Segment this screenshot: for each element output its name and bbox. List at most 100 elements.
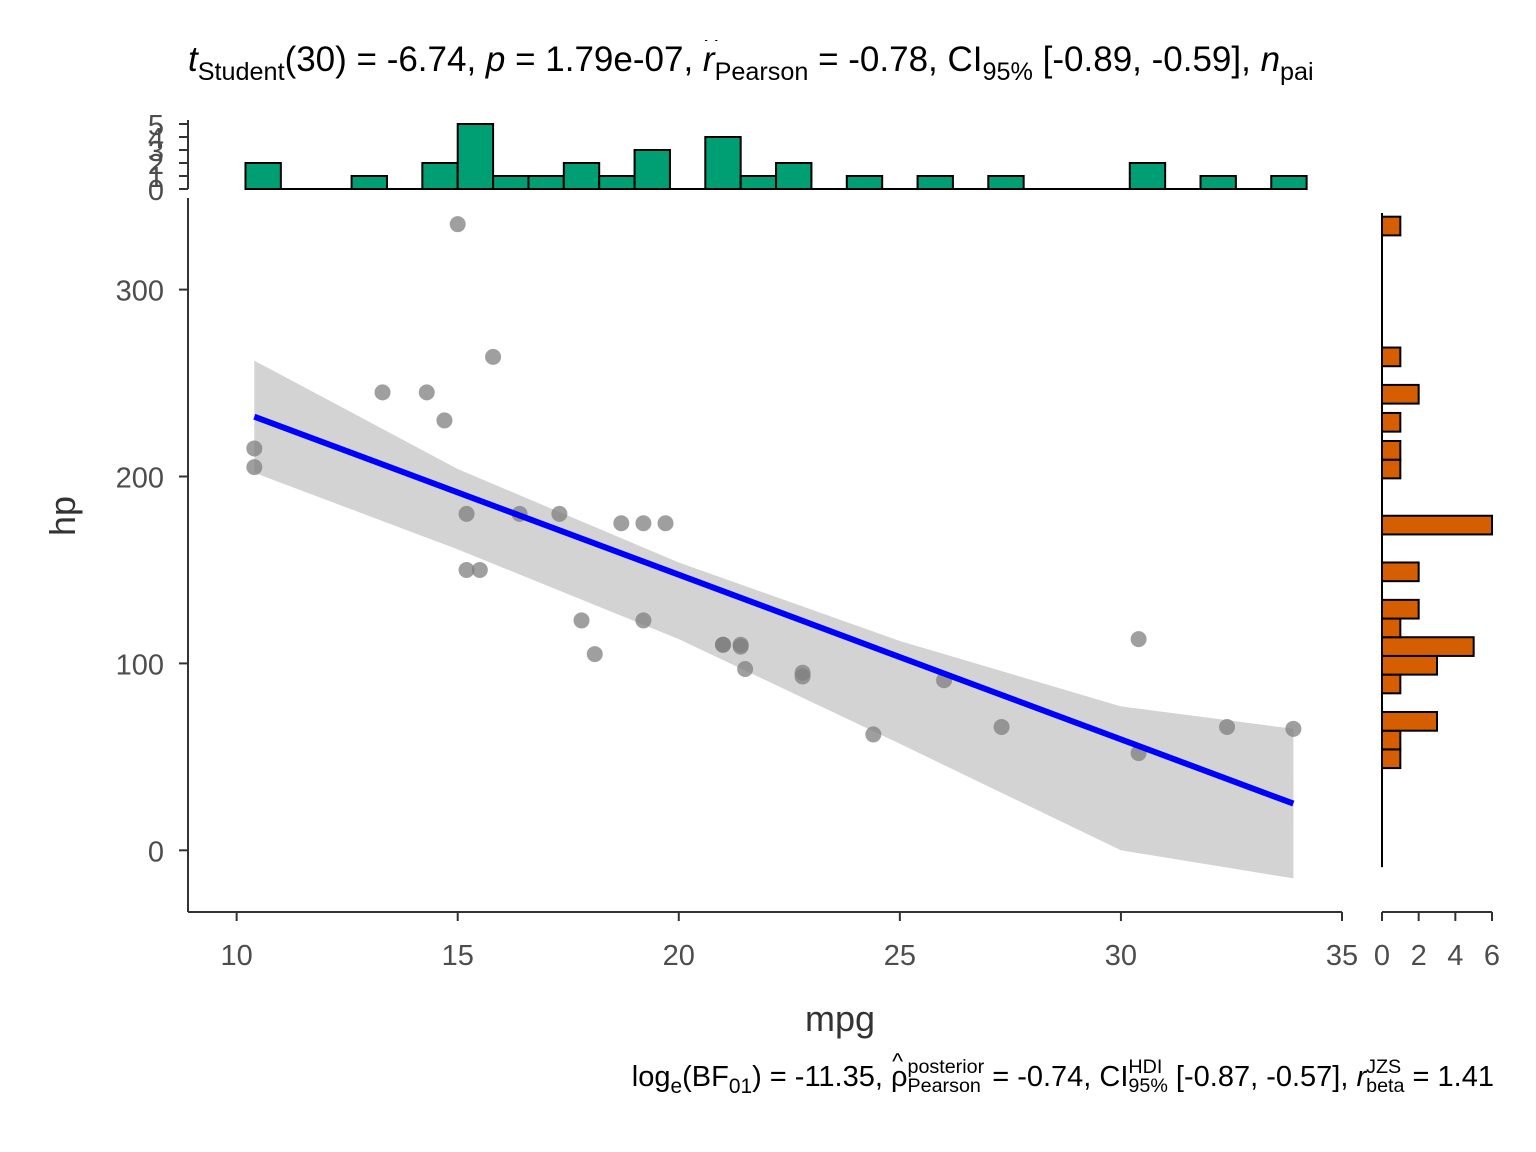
rho-symbol: ρ bbox=[891, 1048, 908, 1094]
y-tick-label-1: 100 bbox=[116, 649, 164, 681]
y-hist-bar-1 bbox=[1381, 729, 1402, 751]
x-tick-label-2: 20 bbox=[663, 940, 695, 972]
y-tick-label-2: 200 bbox=[116, 462, 164, 494]
r-superscript: JZS bbox=[1366, 1056, 1402, 1078]
x-hist-tick-label-5: 5 bbox=[148, 110, 164, 142]
data-point-13 bbox=[458, 505, 475, 522]
data-point-5 bbox=[586, 646, 603, 663]
log-subscript: e bbox=[670, 1075, 683, 1099]
x-hist-bar-10 bbox=[633, 149, 671, 190]
data-point-17 bbox=[1219, 718, 1236, 735]
t-symbol: t bbox=[188, 40, 198, 79]
data-point-25 bbox=[993, 718, 1010, 735]
x-hist-bar-0 bbox=[244, 162, 282, 190]
bf-text: ) = -11.35, bbox=[752, 1060, 891, 1093]
x-hist-bar-16 bbox=[845, 175, 884, 190]
x-hist-bar-20 bbox=[987, 175, 1025, 190]
x-hist-bar-5 bbox=[456, 123, 495, 190]
bf-subscript: 01 bbox=[728, 1075, 753, 1099]
ci-text: [-0.87, -0.57], bbox=[1167, 1060, 1357, 1093]
rho-subscript: Pearson bbox=[907, 1074, 981, 1097]
y-hist-bar-8 bbox=[1381, 561, 1420, 583]
data-point-24 bbox=[635, 515, 652, 532]
y-tick-label-0: 0 bbox=[148, 836, 164, 868]
y-hist-bar-15 bbox=[1381, 215, 1402, 237]
data-point-1 bbox=[714, 636, 731, 653]
r-symbol: r bbox=[1356, 1060, 1367, 1093]
r-symbol: r bbox=[703, 40, 717, 80]
confidence-band-layer bbox=[254, 360, 1294, 879]
n-symbol: n bbox=[1260, 40, 1281, 79]
x-tick-label-3: 25 bbox=[884, 940, 916, 972]
x-hist-tick-label-2: 2 bbox=[148, 149, 164, 181]
x-hist-tick-label-3: 3 bbox=[148, 136, 164, 168]
r-subscript: Pearson bbox=[714, 57, 809, 86]
y-axis-label: hp bbox=[42, 496, 83, 536]
data-point-27 bbox=[1130, 631, 1147, 648]
x-tick-label-4: 30 bbox=[1105, 940, 1137, 972]
r-text: = 1.41 bbox=[1404, 1060, 1494, 1093]
y-hist-bar-0 bbox=[1381, 748, 1402, 770]
x-hist-bar-24 bbox=[1199, 175, 1237, 190]
log-text: log bbox=[631, 1060, 671, 1093]
t-text: (30) = -6.74, bbox=[284, 40, 486, 79]
x-hist-bar-4 bbox=[421, 162, 459, 190]
data-point-15 bbox=[246, 440, 263, 457]
x-tick-label-1: 15 bbox=[442, 940, 474, 972]
ci-superscript: HDI bbox=[1128, 1056, 1163, 1078]
stats-title: tStudent(30) = -6.74, p = 1.79e-07, rPea… bbox=[188, 40, 1536, 87]
t-subscript: Student bbox=[197, 57, 285, 86]
data-point-19 bbox=[1285, 720, 1302, 737]
y-hist-tick-label-3: 6 bbox=[1484, 940, 1500, 972]
regression-line bbox=[253, 413, 1295, 807]
y-hist-tick-label-0: 0 bbox=[1374, 940, 1390, 972]
data-point-14 bbox=[246, 459, 263, 476]
data-point-29 bbox=[657, 515, 674, 532]
x-axis-label: mpg bbox=[805, 998, 875, 1039]
x-hist-tick-label-4: 4 bbox=[148, 123, 164, 155]
x-tick-label-5: 35 bbox=[1326, 940, 1358, 972]
confidence-band bbox=[254, 360, 1294, 879]
data-point-31 bbox=[732, 638, 749, 655]
data-point-30 bbox=[449, 216, 466, 233]
y-hist-tick-label-2: 4 bbox=[1447, 940, 1463, 972]
y-hist-bar-10 bbox=[1381, 458, 1402, 480]
r-text: = -0.78, CI bbox=[808, 40, 983, 79]
data-point-12 bbox=[551, 505, 568, 522]
r-scripts: JZS beta bbox=[1366, 1056, 1404, 1095]
x-hist-bar-14 bbox=[775, 162, 813, 190]
rho-text: = -0.74, CI bbox=[984, 1060, 1129, 1093]
ci-subscript: 95% bbox=[982, 57, 1033, 86]
data-point-9 bbox=[635, 612, 652, 629]
ci-text: [-0.89, -0.59], bbox=[1032, 40, 1261, 79]
data-point-16 bbox=[436, 412, 453, 429]
x-hist-bar-12 bbox=[704, 136, 742, 190]
y-hist-bar-12 bbox=[1381, 411, 1402, 433]
x-hist-bar-6 bbox=[492, 175, 530, 190]
points-layer bbox=[246, 216, 1302, 762]
p-text: = 1.79e-07, bbox=[505, 40, 703, 79]
ci-scripts: HDI 95% bbox=[1128, 1056, 1168, 1097]
y-hist-tick-label-1: 2 bbox=[1411, 940, 1427, 972]
y-hist-bar-7 bbox=[1381, 598, 1420, 620]
x-hist-bar-26 bbox=[1270, 175, 1308, 190]
x-hist-bar-8 bbox=[562, 162, 601, 190]
ci-subscript: 95% bbox=[1128, 1074, 1168, 1097]
n-subscript: pai bbox=[1280, 57, 1314, 86]
x-hist-bar-2 bbox=[350, 175, 388, 190]
data-point-23 bbox=[374, 384, 391, 401]
data-point-8 bbox=[794, 664, 811, 681]
main-axes: 10 15 20 25 30 35 0 100 200 300 bbox=[116, 198, 1358, 972]
x-hist-bar-7 bbox=[527, 175, 565, 190]
y-hist-bar-3 bbox=[1381, 673, 1402, 695]
y-hist-bar-14 bbox=[1381, 346, 1402, 368]
data-point-7 bbox=[865, 726, 882, 743]
y-hist-bar-13 bbox=[1381, 383, 1420, 405]
y-hist-bar-6 bbox=[1381, 617, 1402, 639]
data-point-10 bbox=[573, 612, 590, 629]
x-hist-bar-22 bbox=[1128, 162, 1167, 190]
y-hist-bar-4 bbox=[1381, 654, 1438, 676]
